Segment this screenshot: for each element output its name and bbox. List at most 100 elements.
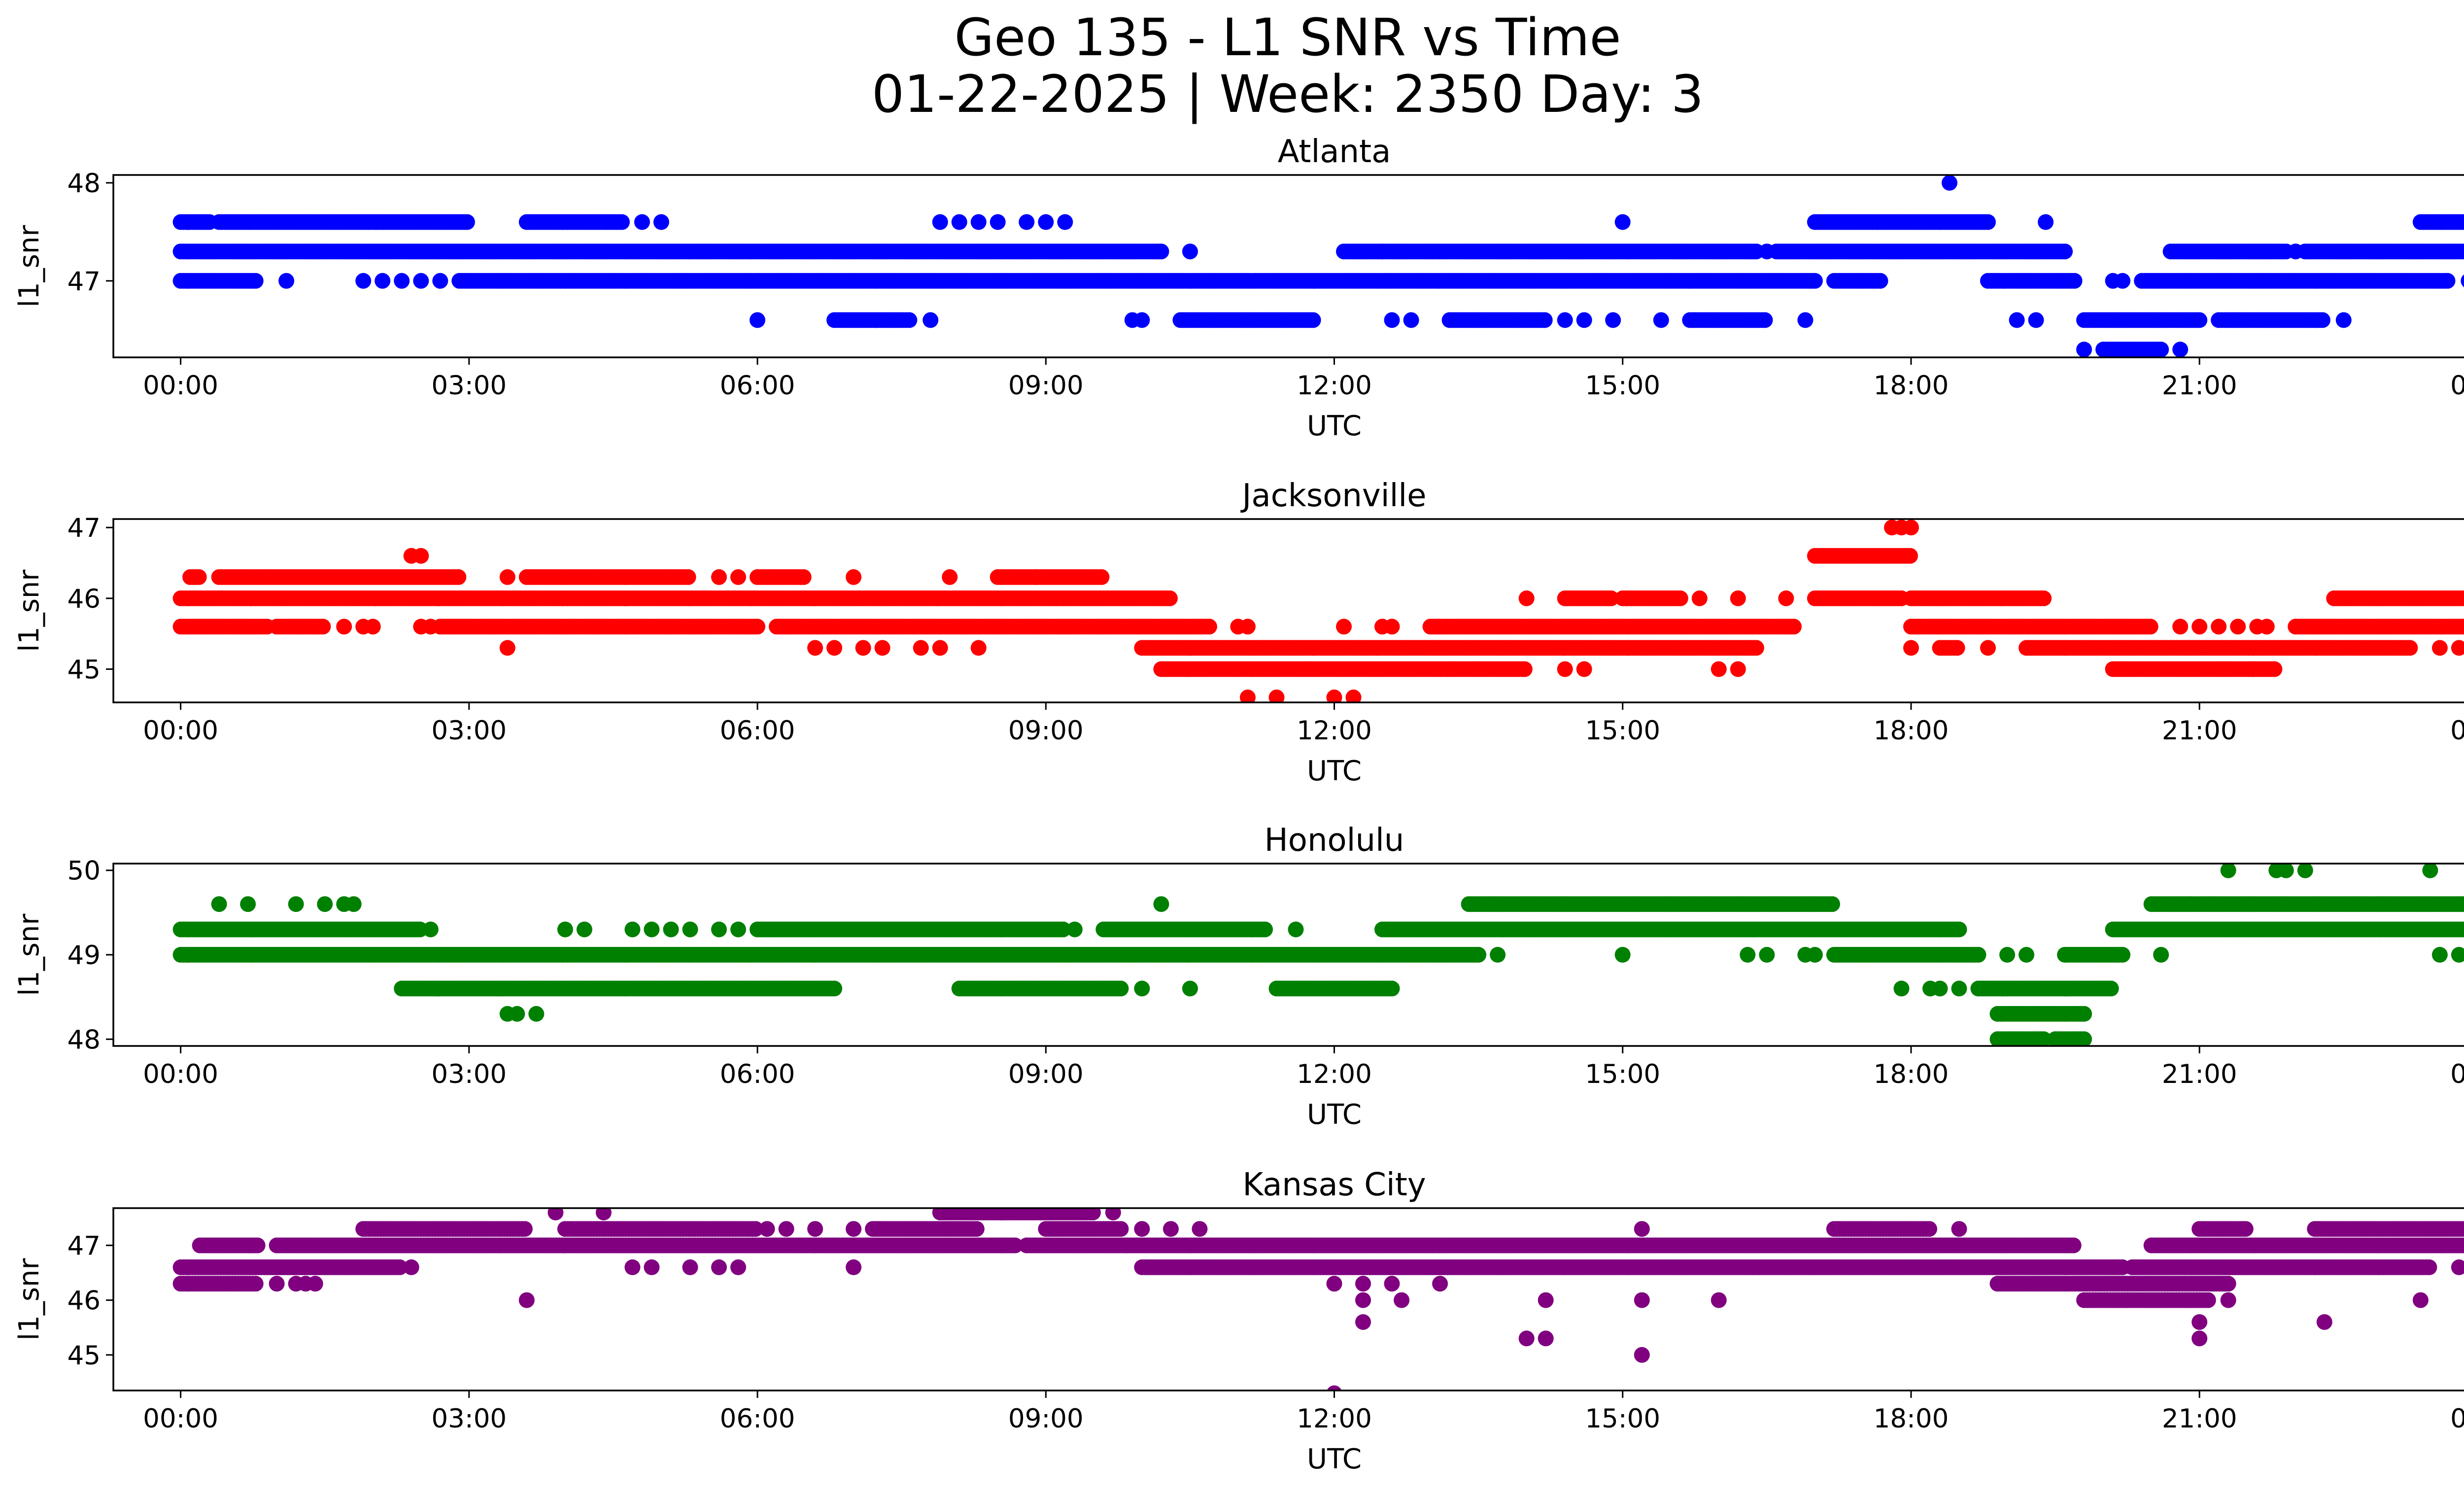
data-point xyxy=(422,921,439,938)
data-point xyxy=(1980,640,1996,656)
panel-title: Honolulu xyxy=(1265,822,1404,859)
data-point xyxy=(970,214,987,230)
data-point xyxy=(1872,273,1888,289)
data-point xyxy=(1797,312,1814,328)
data-point xyxy=(1201,619,1217,635)
scatter-series xyxy=(172,864,2464,1046)
data-point xyxy=(2057,243,2073,260)
x-tick-label: 12:00 xyxy=(1297,371,1372,401)
data-point xyxy=(1778,590,1794,606)
x-tick-label: 09:00 xyxy=(1008,716,1084,746)
y-axis-label: l1_snr xyxy=(13,225,45,308)
data-point xyxy=(1576,661,1592,677)
data-point xyxy=(711,921,727,938)
data-point xyxy=(1759,243,1775,260)
data-point xyxy=(2402,640,2418,656)
data-point xyxy=(1740,947,1756,963)
data-point xyxy=(1730,590,1746,606)
data-point xyxy=(2172,619,2189,635)
data-point xyxy=(422,619,439,635)
data-point xyxy=(459,214,475,230)
data-point xyxy=(2439,273,2456,289)
data-point xyxy=(1384,619,1400,635)
x-tick-label: 09:00 xyxy=(1008,371,1084,401)
x-tick-label: 21:00 xyxy=(2162,371,2237,401)
data-point xyxy=(644,921,660,938)
data-point xyxy=(2461,274,2464,287)
data-point xyxy=(1605,312,1621,328)
figure-title: Geo 135 - L1 SNR vs Time xyxy=(954,7,1621,68)
data-point xyxy=(1949,640,1965,656)
data-point xyxy=(375,273,391,289)
data-point xyxy=(614,214,630,230)
x-tick-label: 00:00 xyxy=(2450,716,2464,746)
data-point xyxy=(1384,312,1400,328)
data-point xyxy=(2115,947,2131,963)
data-point xyxy=(1711,661,1727,677)
data-point xyxy=(970,640,987,656)
data-point xyxy=(1268,689,1285,702)
y-tick-label: 47 xyxy=(68,267,101,297)
data-point xyxy=(1019,214,1035,230)
data-point xyxy=(1537,312,1553,328)
data-point xyxy=(2462,245,2464,257)
data-point xyxy=(1759,947,1775,963)
panel-title: Atlanta xyxy=(1278,134,1391,170)
data-point xyxy=(413,548,429,564)
data-point xyxy=(682,921,698,938)
data-point xyxy=(191,569,207,585)
data-point xyxy=(1257,921,1273,938)
data-point xyxy=(1903,520,1919,536)
data-point xyxy=(1336,619,1352,635)
data-point xyxy=(1730,661,1746,677)
data-point xyxy=(1603,590,1619,606)
data-point xyxy=(2153,947,2169,963)
data-point xyxy=(730,921,746,938)
data-point xyxy=(1490,947,1506,963)
y-tick-label: 45 xyxy=(68,655,101,685)
data-point xyxy=(1038,214,1054,230)
data-point xyxy=(846,569,862,585)
data-point xyxy=(1305,312,1321,328)
x-tick-label: 21:00 xyxy=(2162,716,2237,746)
data-point xyxy=(2009,312,2025,328)
x-tick-label: 18:00 xyxy=(1874,371,1949,401)
data-point xyxy=(855,640,871,656)
x-tick-label: 03:00 xyxy=(431,371,507,401)
data-point xyxy=(1748,640,1764,656)
data-point xyxy=(711,569,727,585)
data-point xyxy=(923,312,939,328)
data-point xyxy=(1326,689,1342,702)
panel-title: Jacksonville xyxy=(1240,478,1427,514)
x-tick-label: 06:00 xyxy=(720,716,795,746)
data-point xyxy=(1902,548,1918,564)
data-point xyxy=(1980,214,1996,230)
x-axis-label: UTC xyxy=(1307,410,1362,442)
data-point xyxy=(1691,590,1708,606)
data-point xyxy=(2115,273,2131,289)
y-tick-label: 48 xyxy=(68,169,101,199)
data-point xyxy=(1614,947,1631,963)
data-point xyxy=(557,921,573,938)
data-point xyxy=(247,273,264,289)
data-point xyxy=(1239,689,1256,702)
data-point xyxy=(1576,312,1592,328)
data-point xyxy=(2461,620,2464,633)
data-point xyxy=(278,273,295,289)
data-point xyxy=(2028,312,2044,328)
data-point xyxy=(942,569,958,585)
data-point xyxy=(394,273,410,289)
x-tick-label: 12:00 xyxy=(1297,716,1372,746)
data-point xyxy=(1471,947,1487,963)
y-tick-label: 47 xyxy=(68,513,101,543)
data-point xyxy=(874,640,890,656)
data-point xyxy=(1942,175,1957,191)
data-point xyxy=(634,214,650,230)
data-point xyxy=(826,640,843,656)
data-point xyxy=(2314,312,2330,328)
data-point xyxy=(1557,312,1573,328)
data-point xyxy=(990,214,1006,230)
